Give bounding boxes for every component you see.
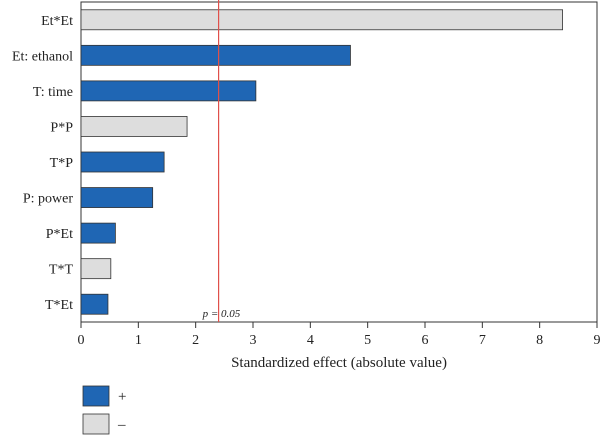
threshold-label: p = 0.05 [202,308,241,320]
bar-4 [80,151,165,173]
x-tick-label: 4 [307,333,314,348]
legend-label-1: – [117,417,126,433]
category-label: T*Et [45,298,73,313]
legend-swatch-0 [82,385,110,407]
x-tick-label: 2 [192,333,199,348]
category-label: T: time [33,85,73,100]
x-axis-title: Standardized effect (absolute value) [231,355,447,371]
category-label: Et: ethanol [12,49,73,64]
category-label: T*P [50,156,74,171]
category-label: Et*Et [41,14,73,29]
x-tick-label: 1 [135,333,142,348]
x-tick-label: 7 [479,333,486,348]
bar-8 [80,293,109,315]
x-tick-label: 8 [536,333,543,348]
category-label: P*Et [46,227,73,242]
category-label: P: power [23,192,74,207]
category-label: P*P [50,120,73,135]
x-tick-label: 9 [594,333,600,348]
bar-2 [80,80,257,102]
bar-6 [80,222,116,244]
bar-1 [80,44,351,66]
bar-3 [80,116,188,137]
x-tick-label: 3 [250,333,257,348]
legend-swatch-1 [82,413,110,435]
legend-label-0: + [118,389,126,405]
x-tick-label: 6 [422,333,429,348]
category-label: T*T [49,263,74,278]
bar-5 [80,187,154,208]
x-tick-label: 5 [364,333,371,348]
x-tick-label: 0 [78,333,85,348]
bar-7 [80,258,112,280]
bar-0 [80,9,564,31]
